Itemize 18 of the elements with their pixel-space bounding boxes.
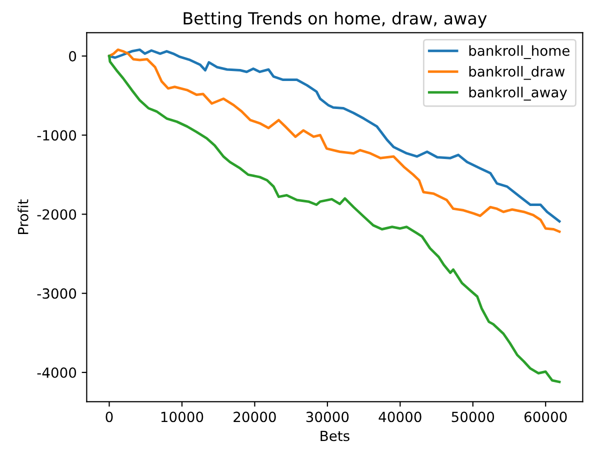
x-tick-label: 20000 [234,412,276,422]
y-tick-label: -4000 [37,367,76,378]
legend-label: bankroll_away [469,86,568,101]
x-axis-title: Bets [320,430,350,442]
legend-label: bankroll_draw [469,66,565,80]
chart-title: Betting Trends on home, draw, away [184,12,487,28]
x-tick-label: 10000 [161,412,204,422]
y-tick-label: 0 [69,51,76,62]
x-tick-label: 60000 [524,412,567,422]
x-tick-label: 40000 [378,412,422,422]
x-tick-label: 30000 [306,412,349,422]
y-axis-title: Profit [18,199,28,234]
x-tick-label: 50000 [452,412,494,422]
y-tick-label: -3000 [37,288,76,299]
legend-label: bankroll_home [469,45,570,60]
y-tick-label: -2000 [37,209,76,220]
x-tick-label: 0 [106,412,113,422]
y-tick-label: -1000 [37,130,76,141]
